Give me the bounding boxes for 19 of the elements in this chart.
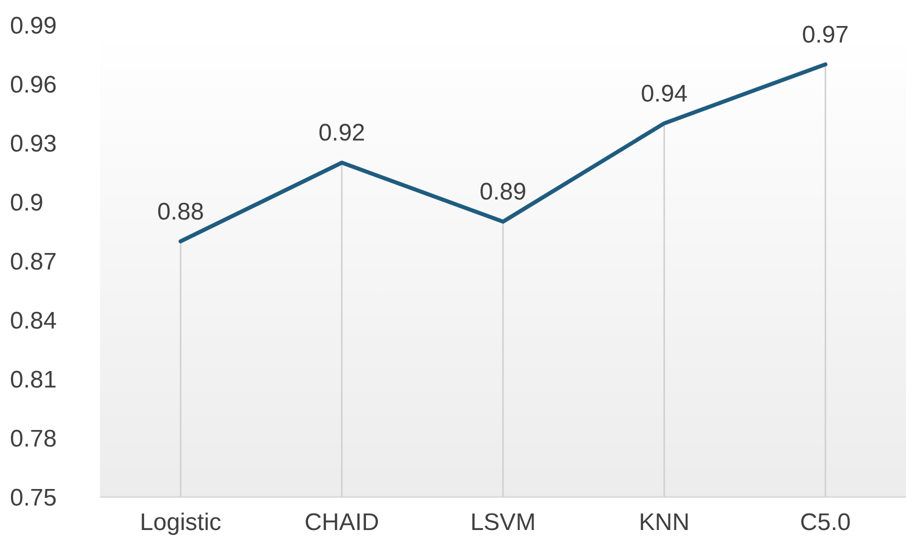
data-label: 0.89 xyxy=(480,178,526,206)
y-tick-label: 0.87 xyxy=(10,248,57,276)
y-tick-label: 0.81 xyxy=(10,366,57,394)
x-tick-label: Logistic xyxy=(140,509,222,536)
data-label: 0.92 xyxy=(318,120,366,147)
y-tick-label: 0.78 xyxy=(10,425,57,452)
y-tick-label: 0.9 xyxy=(10,189,44,216)
x-tick-label: C5.0 xyxy=(800,509,851,536)
x-tick-label: CHAID xyxy=(304,509,380,536)
data-label: 0.94 xyxy=(640,80,688,108)
x-tick-label: LSVM xyxy=(470,509,536,536)
x-tick-label: KNN xyxy=(638,509,690,536)
data-label: 0.88 xyxy=(157,198,204,226)
y-tick-label: 0.93 xyxy=(10,130,57,158)
data-label: 0.97 xyxy=(802,21,849,48)
y-tick-label: 0.96 xyxy=(10,71,57,98)
y-tick-label: 0.99 xyxy=(10,12,57,40)
y-tick-label: 0.84 xyxy=(10,307,57,334)
y-tick-label: 0.75 xyxy=(10,484,57,512)
